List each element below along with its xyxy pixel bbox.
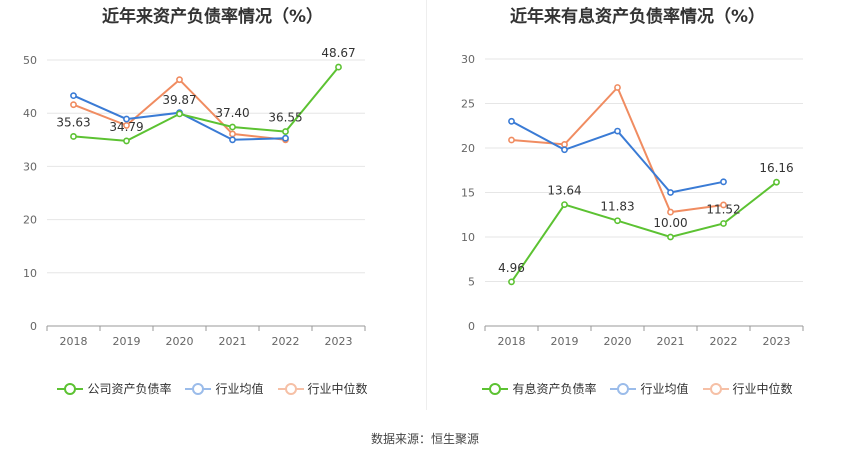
x-tick-label: 2023 bbox=[763, 335, 791, 348]
legend-item-company[interactable]: 公司资产负债率 bbox=[57, 380, 171, 397]
series-line bbox=[511, 85, 724, 214]
x-tick-label: 2018 bbox=[60, 335, 88, 348]
legend-swatch-icon bbox=[185, 382, 212, 395]
legend-item-industry-median[interactable]: 行业中位数 bbox=[277, 380, 368, 397]
chart-title: 近年来资产负债率情况（%） bbox=[101, 7, 324, 27]
data-label: 13.64 bbox=[547, 184, 581, 198]
chart-legend: 公司资产负债率 行业均值 行业中位数 bbox=[0, 380, 425, 397]
data-point bbox=[508, 278, 515, 286]
data-point bbox=[70, 92, 77, 100]
x-tick-label: 2018 bbox=[498, 335, 526, 348]
data-point bbox=[720, 220, 727, 227]
y-tick-label: 15 bbox=[461, 187, 475, 200]
data-point bbox=[614, 84, 621, 91]
x-tick-label: 2019 bbox=[551, 335, 579, 348]
y-tick-label: 20 bbox=[23, 214, 37, 227]
chart-title: 近年来有息资产负债率情况（%） bbox=[509, 7, 766, 27]
series-line bbox=[510, 181, 778, 283]
data-point bbox=[667, 208, 674, 216]
legend-label: 行业均值 bbox=[215, 382, 264, 396]
data-label: 39.87 bbox=[162, 93, 196, 107]
chart-legend: 有息资产负债率 行业均值 行业中位数 bbox=[425, 380, 850, 397]
legend-label: 行业中位数 bbox=[307, 382, 368, 396]
x-tick-label: 2021 bbox=[657, 335, 685, 348]
x-tick-label: 2022 bbox=[272, 335, 300, 348]
data-label: 36.55 bbox=[268, 111, 302, 125]
data-label: 11.83 bbox=[600, 200, 634, 214]
series-line bbox=[73, 66, 340, 142]
data-point bbox=[123, 122, 130, 129]
data-point bbox=[123, 115, 130, 123]
data-label: 11.52 bbox=[706, 202, 740, 216]
data-source-note: 数据来源：恒生聚源 bbox=[370, 432, 479, 446]
legend-item-industry-mean[interactable]: 行业均值 bbox=[185, 380, 264, 397]
y-tick-label: 0 bbox=[30, 320, 37, 333]
data-point bbox=[667, 189, 674, 196]
data-label: 48.67 bbox=[321, 46, 355, 60]
legend-label: 有息资产负债率 bbox=[512, 382, 597, 396]
data-label: 16.16 bbox=[759, 161, 793, 175]
x-tick-label: 2022 bbox=[710, 335, 738, 348]
legend-swatch-icon bbox=[57, 382, 84, 395]
x-tick-label: 2020 bbox=[166, 335, 194, 348]
data-point bbox=[70, 133, 77, 140]
legend-item-industry-median[interactable]: 行业中位数 bbox=[702, 380, 793, 397]
legend-swatch-icon bbox=[277, 382, 304, 395]
data-point bbox=[282, 128, 289, 135]
data-label: 4.96 bbox=[498, 261, 525, 275]
legend-swatch-icon bbox=[482, 382, 509, 395]
data-point bbox=[176, 76, 183, 84]
data-point bbox=[508, 136, 515, 144]
y-tick-label: 0 bbox=[468, 320, 475, 333]
legend-label: 行业中位数 bbox=[732, 382, 793, 396]
data-point bbox=[229, 123, 236, 131]
y-tick-label: 5 bbox=[468, 276, 475, 289]
data-point bbox=[667, 233, 674, 241]
legend-label: 公司资产负债率 bbox=[87, 382, 172, 396]
data-point bbox=[282, 134, 289, 142]
data-point bbox=[508, 117, 515, 125]
y-tick-label: 25 bbox=[461, 98, 475, 111]
x-tick-label: 2021 bbox=[219, 335, 247, 348]
data-label: 35.63 bbox=[56, 115, 90, 129]
data-point bbox=[70, 101, 77, 109]
data-point bbox=[176, 110, 183, 118]
y-tick-label: 30 bbox=[23, 160, 37, 173]
legend-swatch-icon bbox=[610, 382, 637, 395]
data-point bbox=[614, 217, 621, 225]
panel-divider bbox=[426, 0, 427, 410]
data-point bbox=[614, 127, 621, 135]
y-tick-label: 10 bbox=[23, 267, 37, 280]
data-point bbox=[335, 63, 342, 71]
legend-item-company[interactable]: 有息资产负债率 bbox=[482, 380, 596, 397]
chart-panel-interest-debt-ratio: 近年来有息资产负债率情况（%） 0 5 10 15 20 25 30 2018 2019 2020… bbox=[425, 0, 850, 410]
data-point bbox=[123, 137, 130, 145]
data-label: 10.00 bbox=[653, 216, 687, 230]
x-tick-label: 2020 bbox=[604, 335, 632, 348]
chart-plot-area: 0 10 20 30 40 50 2018 2019 2020 2021 2022 2023 35.63… bbox=[23, 46, 366, 348]
data-label: 34.79 bbox=[109, 120, 143, 134]
data-label: 37.40 bbox=[215, 106, 249, 120]
data-point bbox=[229, 136, 236, 144]
data-point bbox=[561, 201, 568, 209]
data-point bbox=[561, 141, 568, 148]
chart-plot-area: 0 5 10 15 20 25 30 2018 2019 2020 2021 2022 2023 4.96… bbox=[461, 53, 804, 348]
legend-item-industry-mean[interactable]: 行业均值 bbox=[610, 380, 689, 397]
y-tick-label: 50 bbox=[23, 54, 37, 67]
x-tick-label: 2023 bbox=[325, 335, 353, 348]
y-tick-label: 10 bbox=[461, 231, 475, 244]
data-point bbox=[720, 178, 727, 186]
y-tick-label: 40 bbox=[23, 107, 37, 120]
data-point bbox=[773, 178, 780, 186]
data-point bbox=[229, 130, 236, 138]
y-tick-label: 20 bbox=[461, 142, 475, 155]
x-tick-label: 2019 bbox=[113, 335, 141, 348]
legend-swatch-icon bbox=[702, 382, 729, 395]
chart-panel-debt-ratio: 近年来资产负债率情况（%） 0 10 20 30 40 50 2018 2019 2020 202… bbox=[0, 0, 425, 410]
data-point bbox=[720, 201, 727, 209]
legend-label: 行业均值 bbox=[640, 382, 689, 396]
data-point bbox=[561, 146, 568, 154]
y-tick-label: 30 bbox=[461, 53, 475, 66]
